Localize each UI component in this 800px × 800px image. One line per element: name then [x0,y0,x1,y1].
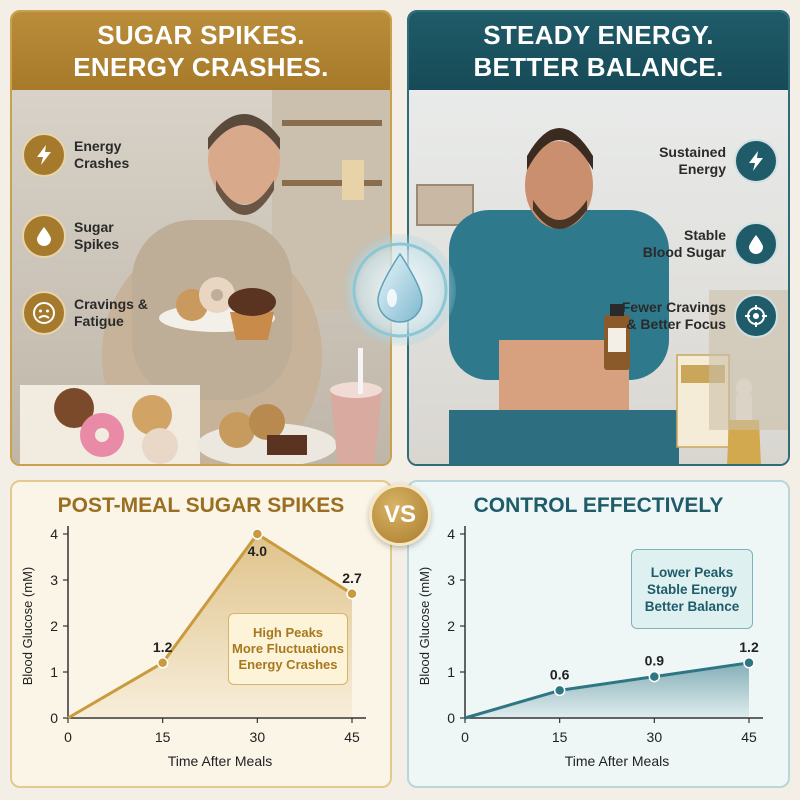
data-point [553,684,566,697]
water-drop-badge-icon [344,234,456,346]
annotation-line: Better Balance [644,598,740,614]
x-tick-label: 15 [552,729,568,745]
vs-badge: VS [369,484,431,546]
left-headline-line-1: SUGAR SPIKES. [97,20,305,50]
feature-label: Energy [74,138,122,154]
y-tick-label: 3 [447,572,455,588]
chart-annotation-right: Lower Peaks Stable Energy Better Balance [631,549,753,629]
x-axis-label: Time After Meals [565,753,670,769]
right-headline-line-2: BETTER BALANCE. [473,52,724,82]
data-point [251,528,264,540]
feature-label: Cravings & [74,296,148,312]
y-axis-label: Blood Glucose (mM) [20,567,35,685]
left-comparison-panel: SUGAR SPIKES. ENERGY CRASHES. [10,10,392,466]
feature-label: & Better Focus [626,316,726,332]
feature-sustained-energy: Sustained Energy [659,139,778,183]
feature-stable-blood-sugar: Stable Blood Sugar [643,222,778,266]
x-axis-label: Time After Meals [168,753,273,769]
data-label: 0.6 [550,666,570,682]
y-tick-label: 4 [447,526,455,542]
feature-label: Energy [678,161,726,177]
annotation-line: Energy Crashes [238,657,338,672]
y-tick-label: 1 [447,664,455,680]
water-drop-icon [22,214,66,258]
y-axis-label: Blood Glucose (mM) [417,567,432,685]
data-point [156,657,169,669]
data-point [648,670,661,683]
x-tick-label: 30 [250,729,266,745]
series-line [67,532,353,720]
x-tick-label: 15 [155,729,171,745]
annotation-line: Lower Peaks [650,564,734,580]
data-label: 0.9 [645,653,665,669]
x-tick-label: 0 [461,729,469,745]
data-point [346,588,358,600]
feature-label: Fatigue [74,313,124,329]
data-point [743,657,755,669]
right-headline: STEADY ENERGY. BETTER BALANCE. [409,12,788,90]
data-label: 4.0 [248,543,268,559]
chart-title: POST-MEAL SUGAR SPIKES [57,494,345,517]
right-comparison-panel: STEADY ENERGY. BETTER BALANCE. [407,10,790,466]
data-label: 1.2 [739,639,759,655]
y-tick-label: 4 [50,526,58,542]
feature-label: Crashes [74,155,130,171]
x-tick-label: 30 [647,729,663,745]
feature-sugar-spikes: Sugar Spikes [22,214,119,258]
data-label: 1.2 [153,639,173,655]
left-headline-line-2: ENERGY CRASHES. [73,52,329,82]
chart-annotation-left: High Peaks More Fluctuations Energy Cras… [228,613,348,685]
right-headline-line-1: STEADY ENERGY. [483,20,714,50]
series-line [464,661,750,720]
water-drop-icon [734,222,778,266]
annotation-line: More Fluctuations [232,641,344,656]
lightning-icon [734,139,778,183]
feature-label: Spikes [74,236,120,252]
feature-energy-crashes: Energy Crashes [22,133,129,177]
annotation-line: High Peaks [252,625,324,640]
left-headline: SUGAR SPIKES. ENERGY CRASHES. [12,12,390,90]
annotation-line: Stable Energy [646,581,738,597]
data-label: 2.7 [342,570,362,586]
target-icon [734,294,778,338]
x-tick-label: 45 [344,729,360,745]
y-tick-label: 2 [50,618,58,634]
feature-label: Sustained [659,144,726,160]
feature-label: Sugar [74,219,114,235]
feature-fewer-cravings: Fewer Cravings & Better Focus [622,294,778,338]
y-tick-label: 0 [50,710,58,726]
series-area [465,662,749,718]
left-scene-illustration [12,90,390,464]
y-tick-label: 0 [447,710,455,726]
sad-face-icon [22,291,66,335]
y-tick-label: 2 [447,618,455,634]
feature-label: Blood Sugar [642,244,726,260]
y-tick-label: 1 [50,664,58,680]
lightning-icon [22,133,66,177]
x-tick-label: 45 [741,729,757,745]
x-tick-label: 0 [64,729,72,745]
right-chart-panel: CONTROL EFFECTIVELY 0 1 2 3 4 0 15 30 45 0.6 0.9 1.… [407,480,790,788]
y-tick-label: 3 [50,572,58,588]
feature-cravings-fatigue: Cravings & Fatigue [22,291,148,335]
right-scene-illustration [409,90,788,464]
feature-label: Stable [683,227,726,243]
feature-label: Fewer Cravings [621,299,726,315]
chart-title: CONTROL EFFECTIVELY [473,494,724,517]
controlled-glucose-chart: 0 1 2 3 4 0 15 30 45 0.6 0.9 1.2 Time After Meals Blo… [417,526,763,769]
